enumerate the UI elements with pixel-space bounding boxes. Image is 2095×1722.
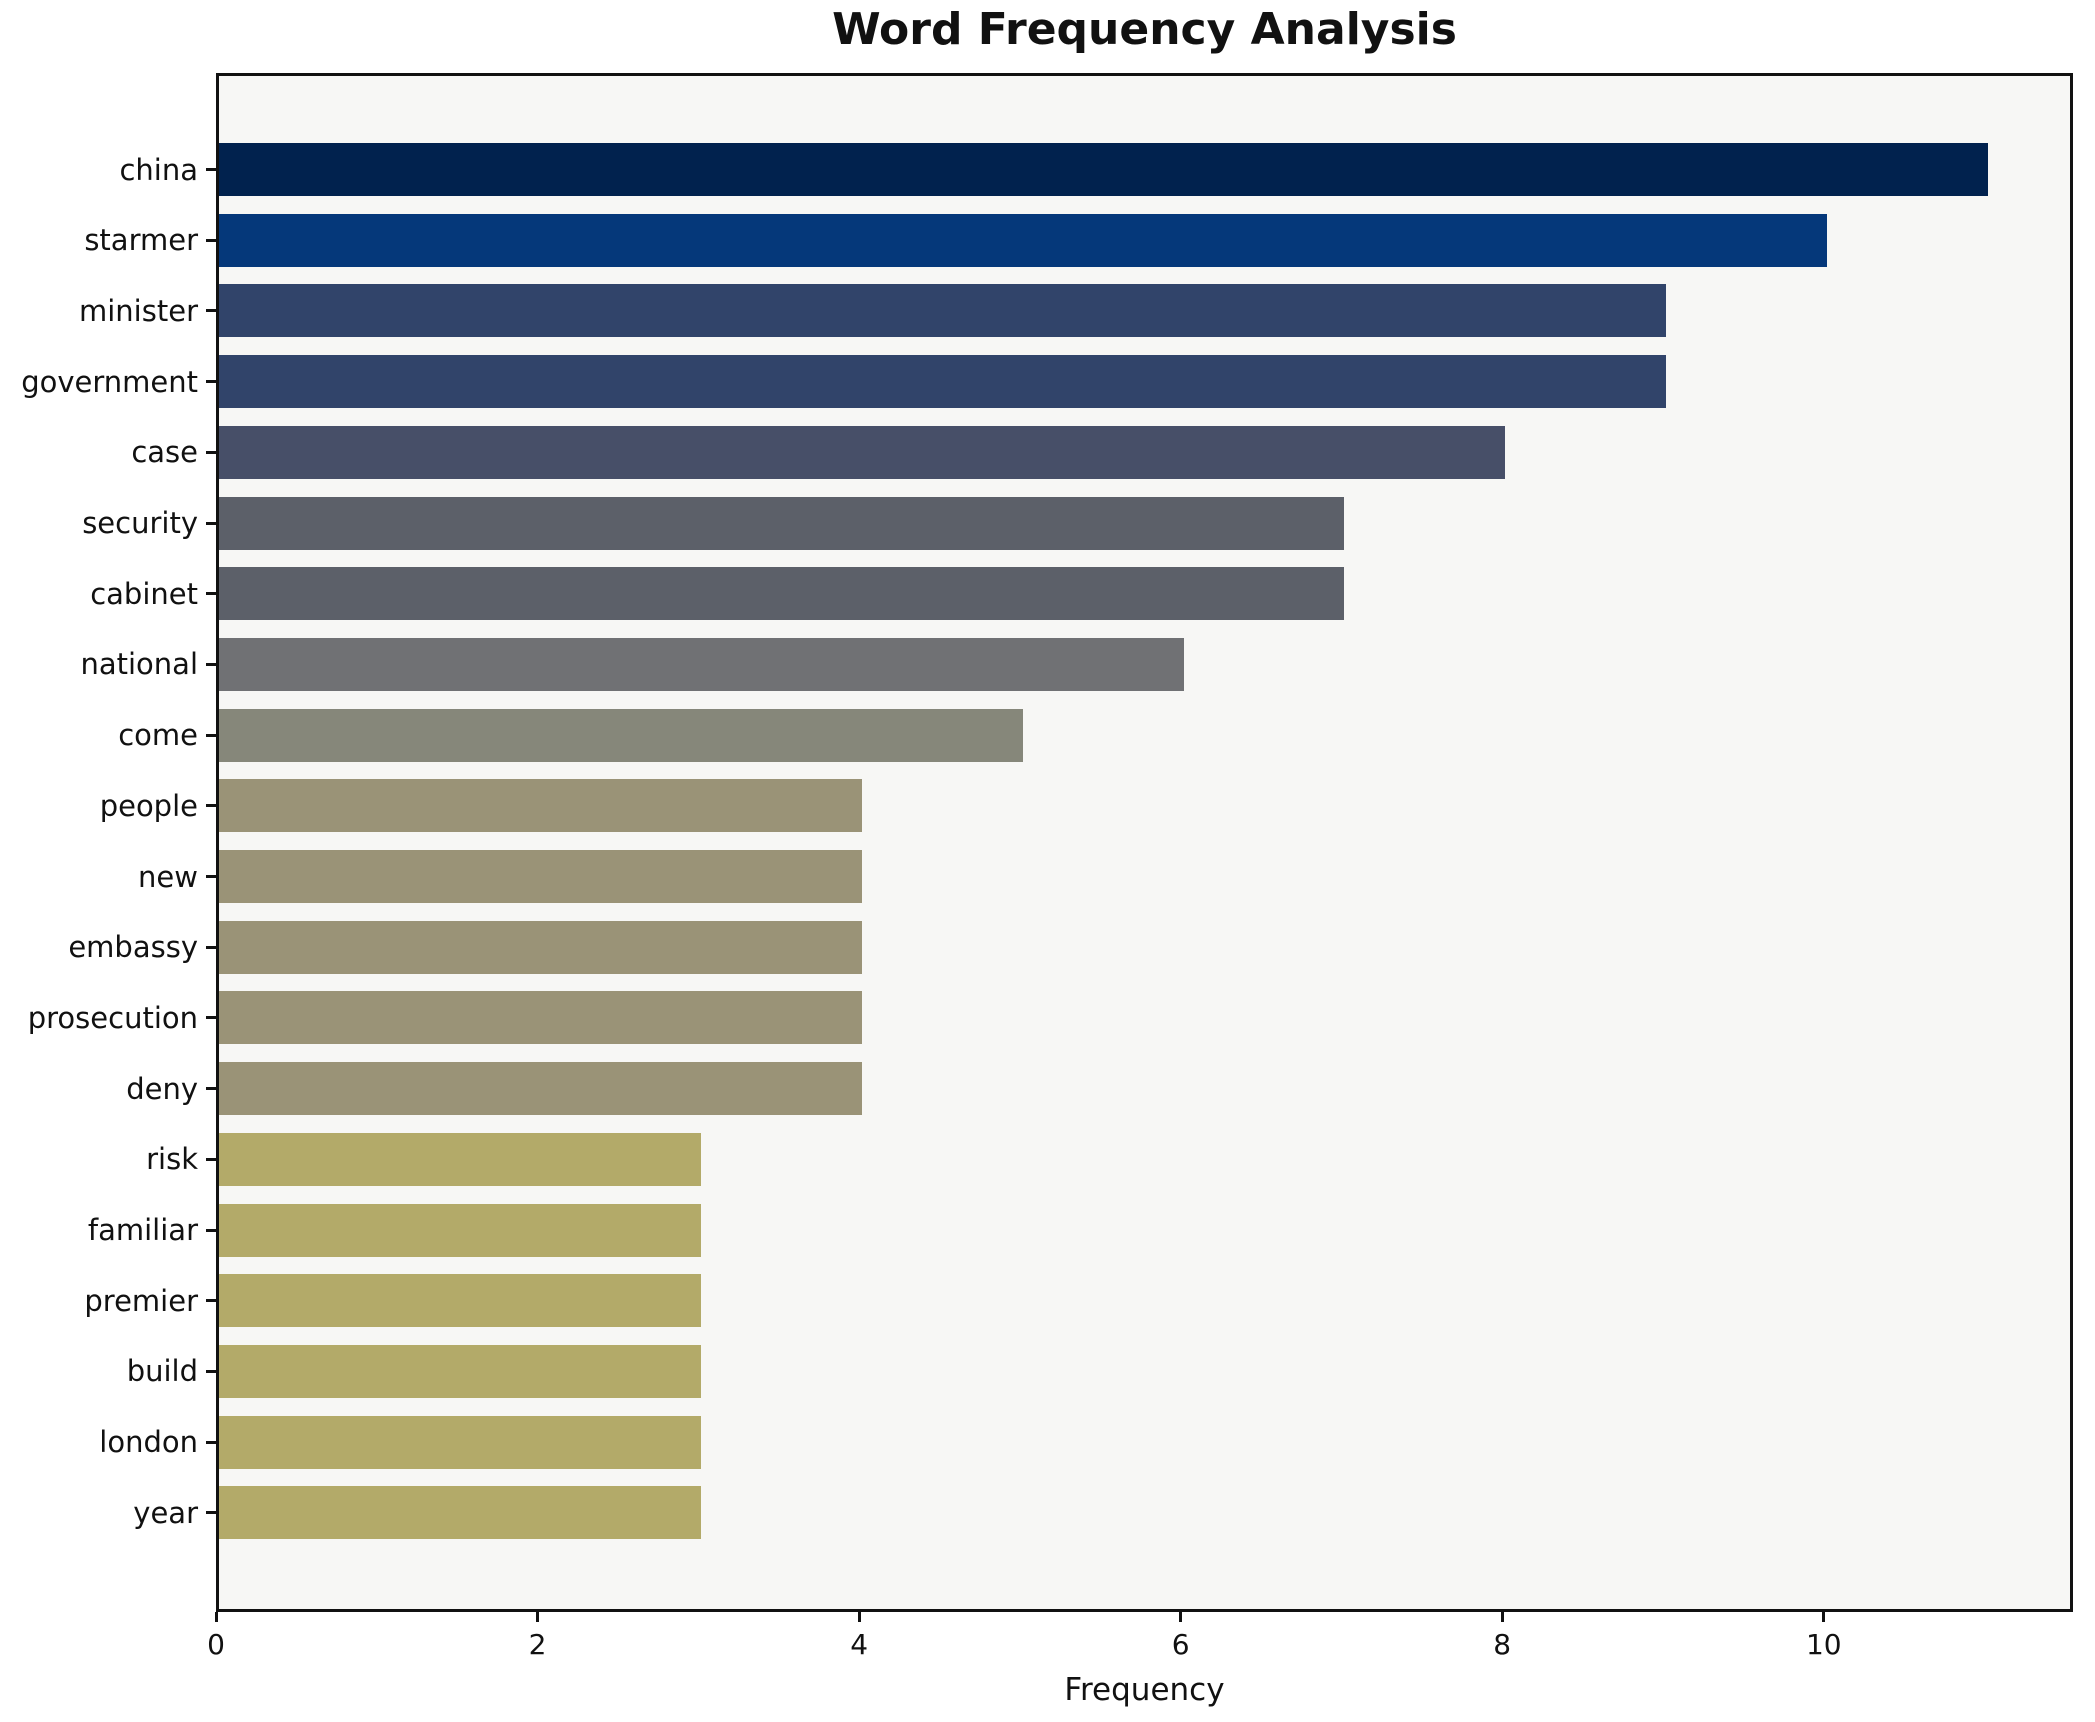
y-tick-label-government: government bbox=[21, 364, 198, 399]
bar-embassy bbox=[219, 920, 862, 974]
y-tick-case bbox=[206, 450, 216, 454]
bar-case bbox=[219, 425, 1505, 479]
y-tick-label-national: national bbox=[80, 647, 198, 682]
x-tick-10 bbox=[1822, 1612, 1826, 1622]
y-tick-year bbox=[206, 1511, 216, 1515]
y-tick-label-china: china bbox=[119, 152, 198, 187]
bar-people bbox=[219, 779, 862, 833]
y-tick-label-cabinet: cabinet bbox=[90, 576, 198, 611]
y-tick-label-year: year bbox=[133, 1495, 198, 1530]
y-tick-label-london: london bbox=[99, 1425, 198, 1460]
y-tick-new bbox=[206, 875, 216, 878]
bar-cabinet bbox=[219, 567, 1344, 621]
y-tick-label-deny: deny bbox=[126, 1071, 198, 1106]
x-axis-label: Frequency bbox=[1064, 1672, 1225, 1708]
bar-starmer bbox=[219, 213, 1827, 267]
y-tick-come bbox=[206, 733, 216, 737]
bar-year bbox=[219, 1486, 701, 1540]
y-tick-label-familiar: familiar bbox=[87, 1213, 198, 1247]
y-tick-label-risk: risk bbox=[146, 1142, 198, 1177]
x-tick-0 bbox=[214, 1612, 218, 1622]
y-tick-label-security: security bbox=[82, 506, 198, 540]
x-tick-label-2: 2 bbox=[528, 1628, 547, 1661]
y-tick-familiar bbox=[206, 1228, 216, 1232]
y-tick-premier bbox=[206, 1299, 216, 1303]
y-tick-people bbox=[206, 804, 216, 808]
plot-area bbox=[216, 73, 2073, 1612]
y-tick-label-come: come bbox=[118, 718, 198, 753]
bar-national bbox=[219, 637, 1184, 691]
y-tick-label-build: build bbox=[126, 1354, 198, 1389]
bar-minister bbox=[219, 284, 1666, 338]
y-tick-label-prosecution: prosecution bbox=[27, 1000, 198, 1035]
x-tick-label-8: 8 bbox=[1493, 1628, 1512, 1661]
bar-london bbox=[219, 1415, 701, 1469]
y-tick-label-embassy: embassy bbox=[68, 930, 198, 965]
bar-premier bbox=[219, 1274, 701, 1328]
y-tick-security bbox=[206, 521, 216, 525]
y-tick-label-people: people bbox=[99, 788, 198, 823]
y-tick-minister bbox=[206, 309, 216, 313]
bar-security bbox=[219, 496, 1344, 550]
bar-risk bbox=[219, 1132, 701, 1186]
bar-build bbox=[219, 1344, 701, 1398]
y-tick-government bbox=[206, 380, 216, 384]
y-tick-risk bbox=[206, 1157, 216, 1161]
chart-title: Word Frequency Analysis bbox=[832, 4, 1457, 55]
y-tick-label-starmer: starmer bbox=[84, 223, 198, 258]
y-tick-national bbox=[206, 662, 216, 666]
bar-government bbox=[219, 355, 1666, 409]
y-tick-label-case: case bbox=[131, 435, 198, 470]
bar-new bbox=[219, 850, 862, 903]
y-tick-starmer bbox=[206, 238, 216, 242]
x-tick-6 bbox=[1179, 1612, 1183, 1622]
y-tick-label-premier: premier bbox=[84, 1283, 198, 1318]
y-tick-china bbox=[206, 168, 216, 171]
bar-come bbox=[219, 708, 1023, 762]
x-tick-label-4: 4 bbox=[850, 1628, 869, 1661]
bar-prosecution bbox=[219, 991, 862, 1045]
y-tick-label-new: new bbox=[138, 859, 198, 894]
y-tick-embassy bbox=[206, 945, 216, 949]
x-tick-4 bbox=[857, 1612, 861, 1622]
x-tick-label-10: 10 bbox=[1805, 1628, 1842, 1661]
y-tick-london bbox=[206, 1440, 216, 1444]
x-tick-8 bbox=[1500, 1612, 1504, 1622]
bar-familiar bbox=[219, 1203, 701, 1257]
y-tick-build bbox=[206, 1369, 216, 1373]
x-tick-2 bbox=[536, 1612, 540, 1622]
x-tick-label-6: 6 bbox=[1171, 1628, 1190, 1661]
bar-china bbox=[219, 143, 1988, 196]
y-tick-prosecution bbox=[206, 1016, 216, 1020]
y-tick-label-minister: minister bbox=[79, 293, 198, 328]
bar-deny bbox=[219, 1062, 862, 1116]
y-tick-deny bbox=[206, 1087, 216, 1091]
x-tick-label-0: 0 bbox=[207, 1628, 225, 1661]
y-tick-cabinet bbox=[206, 592, 216, 596]
